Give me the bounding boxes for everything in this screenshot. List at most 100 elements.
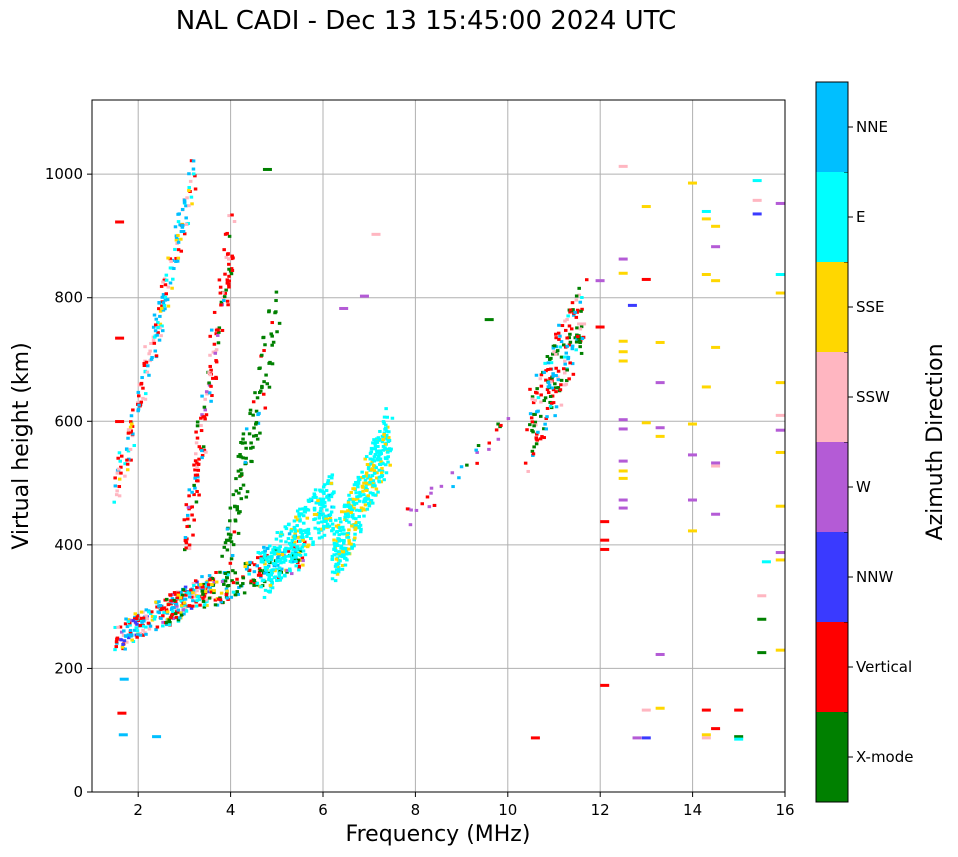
echo-point [184, 216, 188, 220]
echo-point [376, 444, 380, 448]
grid-lines [92, 100, 786, 793]
echo-point [372, 455, 377, 459]
echo-point [182, 601, 187, 605]
echo-point [225, 576, 229, 580]
echo-point [322, 483, 327, 487]
echo-point [322, 533, 327, 537]
echo-point [119, 677, 129, 681]
echo-point [248, 408, 253, 412]
echo-point [330, 492, 335, 496]
echo-point [143, 369, 148, 373]
echo-point [381, 438, 386, 442]
echo-point [201, 592, 205, 596]
echo-point [227, 234, 232, 238]
echo-point [545, 406, 550, 410]
echo-point [563, 328, 568, 332]
echo-point [218, 598, 223, 602]
echo-point [236, 531, 241, 535]
echo-point [184, 222, 189, 226]
echo-point [297, 568, 301, 572]
echo-point [579, 351, 584, 355]
echo-point [335, 539, 340, 543]
echo-point [230, 579, 234, 583]
echo-point [557, 337, 561, 341]
echo-point [350, 508, 355, 512]
echo-point [362, 514, 366, 518]
echo-point [378, 449, 382, 453]
echo-point [284, 546, 288, 550]
echo-point [136, 394, 141, 398]
echo-point [775, 504, 785, 508]
colorbar-label-nnw: NNW [856, 568, 893, 586]
echo-point [199, 416, 203, 420]
echo-point [775, 273, 785, 276]
echo-point [204, 413, 209, 417]
echo-point [337, 539, 342, 543]
echo-point [146, 364, 150, 368]
echo-point [506, 417, 511, 421]
echo-point [544, 427, 549, 431]
echo-point [170, 597, 175, 601]
echo-point [324, 517, 328, 521]
echo-point [287, 547, 292, 551]
echo-point [231, 569, 235, 573]
echo-point [340, 532, 344, 536]
echo-point [295, 518, 300, 522]
echo-point [384, 433, 389, 437]
echo-point [554, 352, 558, 356]
echo-point [346, 512, 351, 516]
echo-point [563, 359, 567, 363]
echo-point [331, 505, 336, 509]
echo-point [382, 421, 386, 425]
echo-point [193, 588, 197, 592]
echo-point [459, 465, 464, 469]
echo-point [197, 598, 202, 602]
echo-point [152, 617, 157, 621]
echo-point [209, 590, 214, 594]
echo-point [241, 483, 246, 487]
echo-point [300, 556, 305, 560]
echo-point [269, 332, 273, 336]
echo-point [366, 502, 371, 506]
echo-point [234, 489, 239, 493]
echo-point [371, 441, 375, 445]
echo-point [539, 373, 544, 377]
echo-point [292, 525, 297, 529]
echo-point [348, 505, 353, 509]
echo-point [209, 399, 213, 403]
echo-point [362, 493, 366, 497]
echo-point [136, 409, 140, 413]
echo-point [562, 355, 567, 359]
echo-point [212, 591, 216, 595]
echo-point [187, 189, 191, 193]
echo-point [220, 580, 225, 584]
echo-point [414, 508, 419, 512]
echo-point [388, 463, 392, 467]
echo-point [289, 543, 293, 547]
echo-point [551, 388, 556, 392]
echo-point [542, 436, 546, 440]
echo-point [301, 538, 305, 542]
echo-point [374, 487, 379, 491]
echo-point [336, 544, 340, 548]
echo-point [380, 466, 384, 470]
echo-point [126, 449, 131, 453]
echo-point [554, 336, 558, 340]
echo-point [201, 582, 206, 586]
echo-point [641, 736, 651, 740]
echo-point [687, 529, 697, 533]
y-axis-ticks: 0 200 400 600 800 1000 [45, 165, 92, 801]
echo-point [143, 631, 147, 635]
echo-point [115, 336, 125, 340]
echo-point [203, 417, 207, 421]
echo-point [632, 736, 642, 740]
echo-point [775, 648, 785, 652]
echo-point [199, 429, 204, 433]
echo-point [144, 614, 148, 618]
echo-point [532, 445, 536, 449]
echo-point [231, 493, 236, 497]
echo-point [330, 522, 335, 526]
echo-point [130, 638, 134, 642]
echo-point [134, 626, 139, 630]
